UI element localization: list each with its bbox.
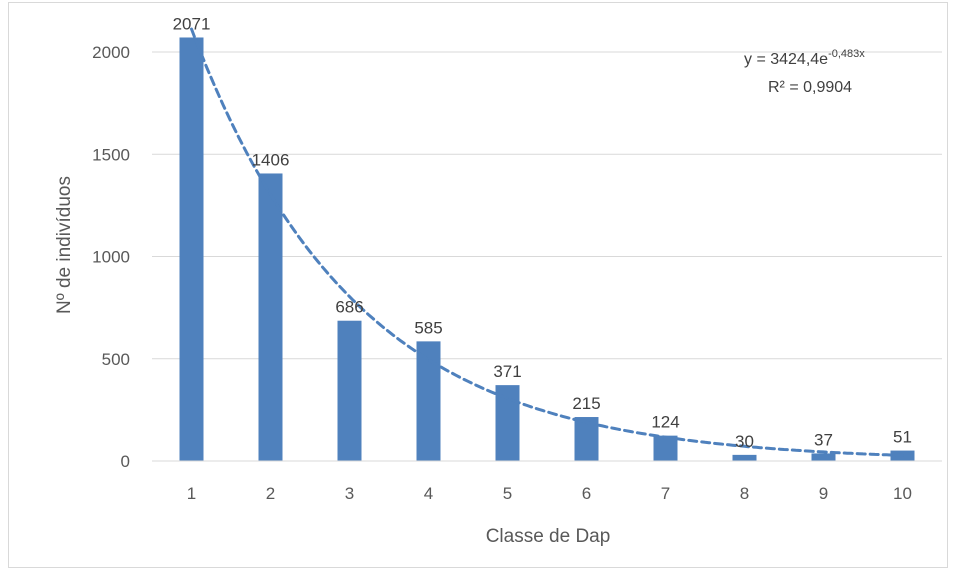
- trendline-equation-base: y = 3424,4e: [744, 51, 828, 68]
- x-axis-title: Classe de Dap: [486, 526, 611, 547]
- x-tick-label: 10: [893, 484, 912, 503]
- bar: [811, 453, 836, 461]
- x-tick-label: 2: [266, 484, 275, 503]
- data-labels: 2071 1406 686 585 371 215 124 30 37 51: [173, 14, 912, 450]
- bar: [416, 341, 441, 461]
- y-tick-label: 2000: [92, 43, 130, 62]
- y-axis-tick-labels: 0 500 1000 1500 2000: [92, 43, 130, 471]
- x-tick-label: 5: [503, 484, 512, 503]
- y-tick-label: 0: [121, 452, 130, 471]
- chart-frame: [8, 2, 948, 568]
- data-label: 124: [651, 413, 679, 432]
- trendline-r-squared: R² = 0,9904: [768, 79, 852, 96]
- x-axis: 1 2 3 4 5 6 7 8 9 10: [152, 460, 942, 503]
- x-tick-label: 8: [740, 484, 749, 503]
- trendline: [190, 27, 904, 457]
- gridlines: [152, 51, 942, 360]
- x-tick-label: 6: [582, 484, 591, 503]
- bar: [653, 435, 678, 461]
- data-label: 51: [893, 428, 912, 447]
- bar: [337, 320, 362, 461]
- x-tick-label: 9: [819, 484, 828, 503]
- y-tick-label: 1500: [92, 145, 130, 164]
- bar: [179, 37, 204, 461]
- data-label: 215: [572, 394, 600, 413]
- x-tick-label: 3: [345, 484, 354, 503]
- y-axis-title: Nº de indivíduos: [54, 176, 75, 314]
- trendline-equation-exponent: -0,483x: [828, 48, 865, 60]
- bar: [258, 173, 283, 461]
- y-tick-label: 1000: [92, 248, 130, 267]
- x-tick-label: 1: [187, 484, 196, 503]
- data-label: 1406: [252, 150, 290, 169]
- data-label: 2071: [173, 14, 211, 33]
- trendline-curve: [190, 27, 904, 457]
- data-label: 37: [814, 430, 833, 449]
- bar: [732, 454, 757, 461]
- data-label: 30: [735, 432, 754, 451]
- trendline-equation: y = 3424,4e-0,483x: [744, 48, 865, 68]
- data-label: 585: [414, 318, 442, 337]
- data-label: 371: [493, 362, 521, 381]
- bars: [179, 37, 915, 461]
- x-tick-label: 4: [424, 484, 433, 503]
- y-tick-label: 500: [102, 350, 130, 369]
- data-label: 686: [335, 298, 363, 317]
- x-tick-label: 7: [661, 484, 670, 503]
